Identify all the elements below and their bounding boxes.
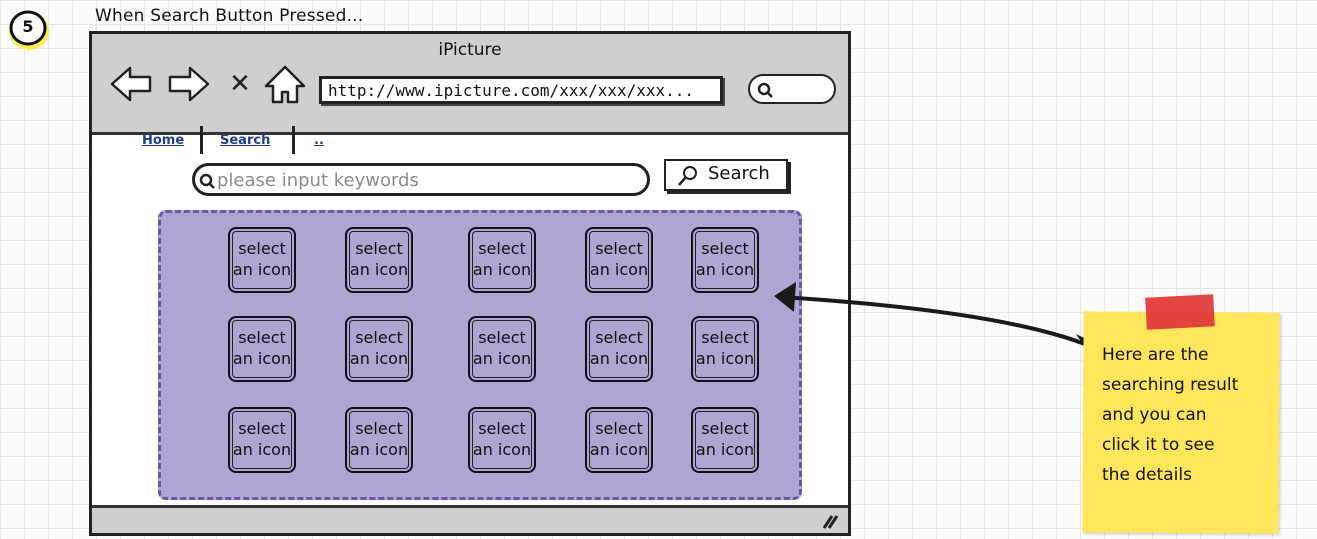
tile-label-line: select bbox=[701, 419, 749, 438]
window-title: iPicture bbox=[438, 40, 502, 60]
tile-label-line: select bbox=[701, 328, 749, 347]
resize-grip-icon[interactable] bbox=[822, 513, 838, 529]
tile-label-line: an icon bbox=[589, 440, 649, 459]
tile-label: select an icon bbox=[347, 229, 411, 280]
close-icon[interactable]: ✕ bbox=[229, 69, 251, 99]
tile-label-line: select bbox=[701, 239, 749, 258]
tab-divider bbox=[292, 126, 295, 154]
result-icon-tile[interactable]: select an icon bbox=[228, 316, 296, 382]
result-icon-tile[interactable]: select an icon bbox=[345, 316, 413, 382]
tile-label: select an icon bbox=[347, 318, 411, 369]
tile-label-line: select bbox=[478, 419, 526, 438]
tile-label-line: select bbox=[355, 419, 403, 438]
result-icon-tile[interactable]: select an icon bbox=[468, 316, 536, 382]
tile-label-line: an icon bbox=[349, 349, 409, 368]
browser-search-field[interactable] bbox=[748, 74, 836, 104]
result-icon-tile[interactable]: select an icon bbox=[691, 316, 759, 382]
search-button-label: Search bbox=[708, 163, 770, 184]
tile-label-line: an icon bbox=[472, 260, 532, 279]
tile-label-line: select bbox=[238, 239, 286, 258]
sticky-note-text: Here are the searching result and you ca… bbox=[1102, 340, 1272, 490]
tile-label-line: an icon bbox=[589, 349, 649, 368]
tile-label-line: an icon bbox=[695, 260, 755, 279]
tile-label-line: select bbox=[238, 419, 286, 438]
tile-label-line: an icon bbox=[695, 349, 755, 368]
tile-label-line: an icon bbox=[349, 260, 409, 279]
tile-label: select an icon bbox=[230, 409, 294, 460]
result-icon-tile[interactable]: select an icon bbox=[228, 227, 296, 293]
step-badge-icon bbox=[9, 10, 49, 50]
search-input[interactable]: please input keywords bbox=[192, 163, 650, 196]
tile-label: select an icon bbox=[230, 318, 294, 369]
tile-label-line: an icon bbox=[589, 260, 649, 279]
result-icon-tile[interactable]: select an icon bbox=[691, 227, 759, 293]
result-icon-tile[interactable]: select an icon bbox=[468, 227, 536, 293]
tab-home[interactable]: Home bbox=[142, 133, 185, 148]
result-icon-tile[interactable]: select an icon bbox=[345, 227, 413, 293]
tile-label-line: an icon bbox=[349, 440, 409, 459]
result-icon-tile[interactable]: select an icon bbox=[585, 227, 653, 293]
tile-label-line: an icon bbox=[472, 440, 532, 459]
tile-label-line: an icon bbox=[232, 349, 292, 368]
tile-label-line: select bbox=[478, 328, 526, 347]
result-icon-tile[interactable]: select an icon bbox=[585, 316, 653, 382]
search-placeholder: please input keywords bbox=[217, 170, 419, 191]
tile-label-line: select bbox=[478, 239, 526, 258]
step-number: 5 bbox=[22, 17, 34, 36]
tile-label-line: select bbox=[595, 239, 643, 258]
tab-search[interactable]: Search bbox=[220, 133, 271, 148]
magnifier-icon bbox=[757, 82, 773, 98]
status-bar bbox=[92, 505, 848, 533]
browser-window: iPicture ✕ http://www.ipicture.com/xxx/x… bbox=[89, 31, 851, 536]
back-arrow-icon[interactable] bbox=[108, 64, 154, 104]
step-title: When Search Button Pressed... bbox=[95, 6, 364, 26]
tile-label: select an icon bbox=[470, 409, 534, 460]
result-icon-tile[interactable]: select an icon bbox=[691, 407, 759, 473]
search-results: select an icon select an icon select an icon s… bbox=[158, 210, 802, 500]
tile-label-line: an icon bbox=[232, 440, 292, 459]
tile-label-line: an icon bbox=[232, 260, 292, 279]
tile-label: select an icon bbox=[693, 229, 757, 280]
tile-label: select an icon bbox=[470, 318, 534, 369]
tab-divider bbox=[200, 126, 203, 154]
note-line: the details bbox=[1102, 465, 1192, 485]
home-icon[interactable] bbox=[262, 64, 308, 104]
tile-label: select an icon bbox=[693, 409, 757, 460]
tile-label-line: an icon bbox=[472, 349, 532, 368]
tile-label: select an icon bbox=[347, 409, 411, 460]
browser-toolbar: iPicture ✕ http://www.ipicture.com/xxx/x… bbox=[92, 34, 848, 135]
tile-label: select an icon bbox=[587, 409, 651, 460]
note-line: Here are the bbox=[1102, 345, 1209, 365]
tile-label-line: select bbox=[595, 419, 643, 438]
tile-label: select an icon bbox=[230, 229, 294, 280]
tile-label-line: an icon bbox=[695, 440, 755, 459]
tile-label-line: select bbox=[238, 328, 286, 347]
search-button[interactable]: Search bbox=[664, 159, 788, 191]
magnifier-icon bbox=[678, 166, 697, 186]
result-icon-tile[interactable]: select an icon bbox=[468, 407, 536, 473]
tile-label: select an icon bbox=[587, 229, 651, 280]
result-icon-tile[interactable]: select an icon bbox=[228, 407, 296, 473]
result-icon-tile[interactable]: select an icon bbox=[585, 407, 653, 473]
result-icon-tile[interactable]: select an icon bbox=[345, 407, 413, 473]
note-line: and you can bbox=[1102, 405, 1207, 425]
note-line: click it to see bbox=[1102, 435, 1215, 455]
url-field[interactable]: http://www.ipicture.com/xxx/xxx/xxx... bbox=[319, 76, 723, 104]
tile-label-line: select bbox=[355, 239, 403, 258]
tile-label-line: select bbox=[595, 328, 643, 347]
note-tape bbox=[1145, 294, 1215, 330]
forward-arrow-icon[interactable] bbox=[166, 64, 212, 104]
tile-label: select an icon bbox=[693, 318, 757, 369]
note-line: searching result bbox=[1102, 375, 1239, 395]
tile-label-line: select bbox=[355, 328, 403, 347]
tab-more[interactable]: .. bbox=[314, 133, 324, 148]
magnifier-icon bbox=[199, 173, 215, 189]
tile-label: select an icon bbox=[587, 318, 651, 369]
tile-label: select an icon bbox=[470, 229, 534, 280]
